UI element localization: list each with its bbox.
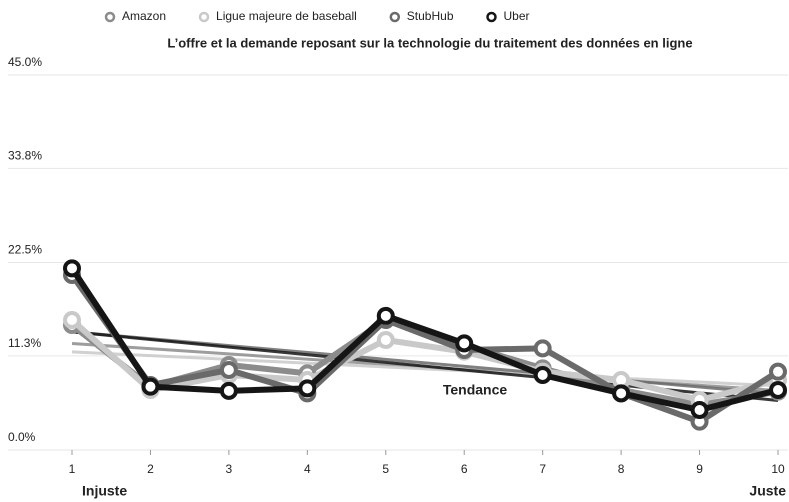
point <box>690 401 709 419</box>
x-tick-label: 8 <box>618 462 625 476</box>
point <box>769 381 787 399</box>
x-tick-label: 4 <box>304 462 311 476</box>
point <box>769 362 787 381</box>
point <box>141 377 160 396</box>
legend-marker <box>486 11 497 23</box>
y-tick-label: 0.0% <box>8 430 36 444</box>
x-tick-label: 9 <box>696 462 703 476</box>
point <box>376 331 395 349</box>
trend-line <box>71 350 779 388</box>
x-tick-label: 1 <box>69 462 76 476</box>
point <box>219 361 238 379</box>
legend-label: Uber <box>504 9 530 23</box>
x-tick-label: 3 <box>226 462 233 476</box>
point <box>376 306 395 325</box>
legend-label: Amazon <box>122 9 166 23</box>
y-tick-label: 11.3% <box>8 336 41 350</box>
point <box>63 259 81 278</box>
point <box>533 339 552 358</box>
x-tick-label: 6 <box>461 462 468 476</box>
chart-title: L’offre et la demande reposant sur la te… <box>167 35 692 50</box>
series-line <box>69 266 779 413</box>
y-tick-label: 33.8% <box>8 149 42 163</box>
x-tick-label: 2 <box>147 462 154 476</box>
point <box>533 366 552 384</box>
x-tick-label: 10 <box>771 462 785 476</box>
point <box>298 379 317 398</box>
legend-marker <box>198 11 210 23</box>
x-tick-label: 5 <box>382 462 389 476</box>
point <box>612 384 631 403</box>
series-line <box>69 273 780 425</box>
series-line <box>70 317 779 403</box>
annotation: Injuste <box>82 483 127 499</box>
legend-marker <box>104 11 116 23</box>
legend-label: StubHub <box>407 9 454 23</box>
point <box>455 334 474 353</box>
point <box>219 381 238 400</box>
point <box>63 311 81 329</box>
y-tick-label: 22.5% <box>8 243 42 257</box>
y-tick-label: 45.0% <box>8 55 42 69</box>
x-tick-label: 7 <box>539 462 546 476</box>
annotation: Tendance <box>443 382 508 398</box>
legend-label: Ligue majeure de baseball <box>216 9 357 23</box>
legend-marker <box>389 11 401 23</box>
annotation: Juste <box>749 483 786 499</box>
